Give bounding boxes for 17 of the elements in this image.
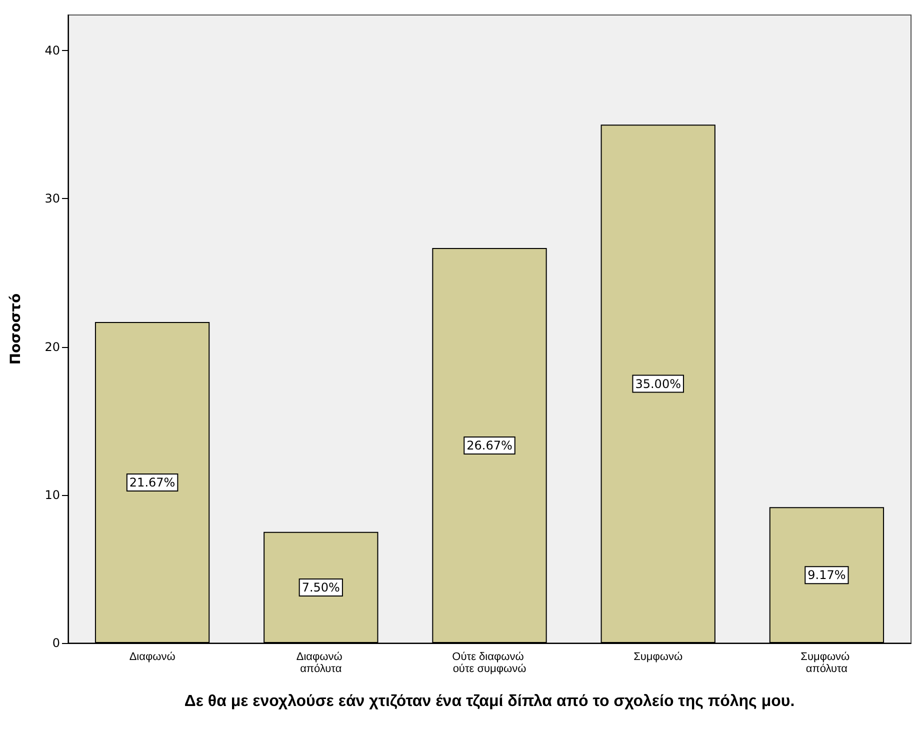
x-tick-label: Διαφωνώ [129, 651, 176, 663]
data-label: 35.00% [635, 376, 681, 391]
y-tick-label: 0 [52, 636, 60, 650]
x-tick-label: Ούτε διαφωνώ ούτε συμφωνώ [452, 651, 527, 675]
y-tick-label: 30 [44, 192, 60, 206]
data-label: 26.67% [466, 438, 512, 452]
x-axis-title: Δε θα με ενοχλούσε εάν χτιζόταν ένα τζαμί δίπλα από το σχολείο της πόλης μου. [184, 693, 795, 710]
y-tick-label: 10 [44, 488, 60, 502]
data-label: 21.67% [129, 476, 176, 490]
x-tick-label: Συμφωνώ [634, 651, 683, 663]
y-tick-label: 40 [44, 44, 60, 58]
x-tick-label: Διαφωνώ απόλυτα [296, 651, 346, 675]
y-axis-title: Ποσοστό [8, 292, 24, 365]
data-label: 7.50% [302, 580, 340, 594]
data-label: 9.17% [808, 568, 846, 582]
x-tick-label: Συμφωνώ απόλυτα [800, 651, 853, 675]
y-tick-label: 20 [44, 340, 60, 354]
